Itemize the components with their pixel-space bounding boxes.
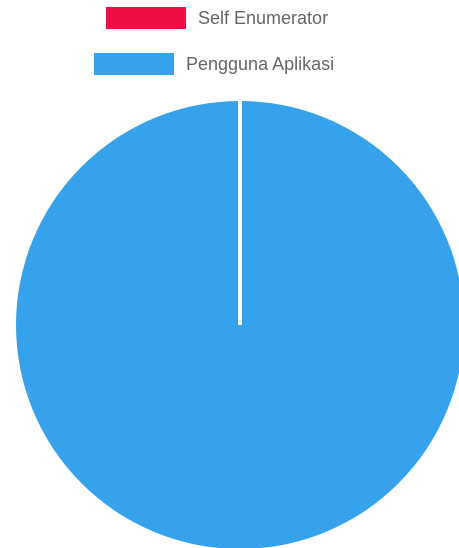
legend-swatch-self-enumerator	[106, 7, 186, 29]
pie-slice-pengguna-aplikasi[interactable]	[16, 101, 459, 548]
legend-label-self-enumerator: Self Enumerator	[198, 8, 329, 28]
legend-item-pengguna-aplikasi[interactable]: Pengguna Aplikasi	[94, 53, 334, 75]
legend-label-pengguna-aplikasi: Pengguna Aplikasi	[186, 54, 335, 74]
legend-swatch-pengguna-aplikasi	[94, 53, 174, 75]
chart-legend: Self Enumerator Pengguna Aplikasi	[0, 0, 459, 90]
legend-item-self-enumerator[interactable]: Self Enumerator	[106, 7, 328, 29]
